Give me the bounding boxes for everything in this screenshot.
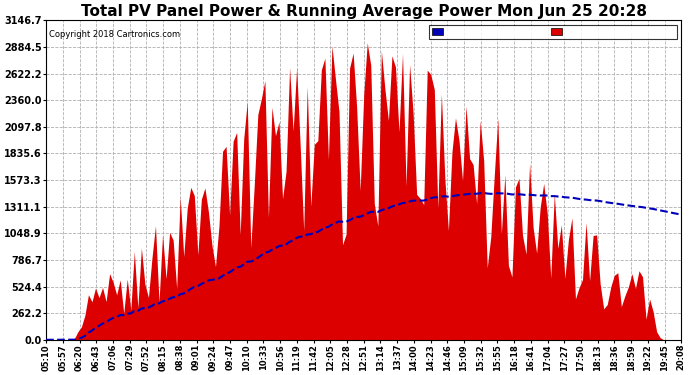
Legend: Average (DC Watts), PV Panels (DC Watts): Average (DC Watts), PV Panels (DC Watts) (429, 25, 677, 39)
Text: Copyright 2018 Cartronics.com: Copyright 2018 Cartronics.com (49, 30, 180, 39)
Title: Total PV Panel Power & Running Average Power Mon Jun 25 20:28: Total PV Panel Power & Running Average P… (81, 4, 647, 19)
